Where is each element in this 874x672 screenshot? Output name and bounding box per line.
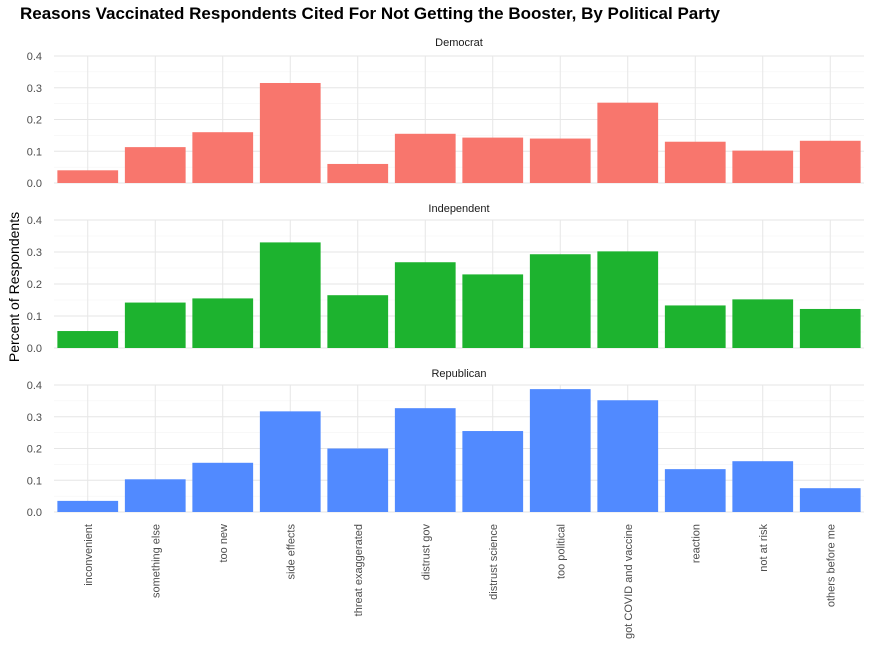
bar-independent-3	[192, 298, 254, 348]
bar-democrat-9	[597, 102, 659, 183]
bar-republican-4	[259, 411, 321, 512]
bar-independent-9	[597, 251, 659, 348]
y-axis-label: Percent of Respondents	[6, 212, 22, 362]
bar-democrat-12	[799, 140, 861, 183]
bar-democrat-6	[394, 133, 456, 183]
bar-democrat-8	[529, 138, 591, 183]
bar-democrat-2	[124, 147, 186, 183]
facet-label-independent: Independent	[428, 203, 489, 215]
bar-republican-2	[124, 479, 186, 512]
chart-title: Reasons Vaccinated Respondents Cited For…	[20, 4, 720, 23]
bar-democrat-7	[462, 137, 524, 183]
bar-democrat-3	[192, 132, 254, 183]
x-tick-label: distrust science	[488, 524, 500, 600]
x-tick-label: reaction	[690, 524, 702, 563]
bar-republican-11	[732, 461, 794, 512]
bar-independent-12	[799, 308, 861, 348]
bar-democrat-1	[57, 170, 119, 183]
y-tick-label: 0.3	[27, 83, 42, 95]
x-tick-label: threat exaggerated	[353, 524, 365, 616]
bar-republican-1	[57, 500, 119, 512]
bar-independent-7	[462, 274, 524, 348]
x-tick-label: inconvenient	[83, 524, 95, 586]
bar-independent-10	[664, 305, 726, 348]
bar-democrat-10	[664, 141, 726, 183]
y-tick-label: 0.0	[27, 343, 42, 355]
bar-democrat-11	[732, 150, 794, 183]
panel-democrat: 0.0 0.1 0.2 0.3 0.4 Democrat	[27, 37, 864, 190]
x-tick-label: distrust gov	[420, 524, 432, 581]
bar-republican-12	[799, 488, 861, 512]
x-tick-label: others before me	[825, 524, 837, 607]
x-tick-label: side effects	[285, 524, 297, 580]
y-tick-label: 0.2	[27, 279, 42, 291]
bar-independent-5	[327, 295, 389, 348]
facet-label-republican: Republican	[431, 368, 486, 380]
y-tick-label: 0.1	[27, 475, 42, 487]
bar-independent-1	[57, 331, 119, 348]
bar-independent-4	[259, 242, 321, 348]
y-tick-label: 0.2	[27, 115, 42, 127]
bar-republican-10	[664, 469, 726, 512]
y-tick-label: 0.4	[27, 380, 42, 392]
bar-democrat-4	[259, 82, 321, 183]
y-tick-label: 0.1	[27, 311, 42, 323]
bar-independent-6	[394, 262, 456, 348]
x-tick-label: something else	[150, 524, 162, 598]
x-tick-label: too new	[218, 524, 230, 563]
y-tick-label: 0.0	[27, 507, 42, 519]
bar-republican-7	[462, 431, 524, 512]
bar-republican-5	[327, 448, 389, 512]
y-tick-label: 0.1	[27, 146, 42, 158]
y-tick-label: 0.2	[27, 444, 42, 456]
bar-independent-2	[124, 302, 186, 348]
y-tick-label: 0.4	[27, 215, 42, 227]
bar-democrat-5	[327, 163, 389, 183]
bar-republican-8	[529, 389, 591, 512]
y-tick-label: 0.3	[27, 412, 42, 424]
panel-republican: 0.0 0.1 0.2 0.3 0.4 Republican	[27, 368, 864, 519]
bar-republican-6	[394, 408, 456, 512]
facet-label-democrat: Democrat	[435, 37, 483, 49]
y-tick-label: 0.4	[27, 51, 42, 63]
x-tick-label: too political	[555, 524, 567, 579]
x-tick-label: not at risk	[758, 524, 770, 572]
panel-independent: 0.0 0.1 0.2 0.3 0.4 Independent	[27, 203, 864, 355]
bar-republican-9	[597, 400, 659, 512]
bar-independent-11	[732, 299, 794, 348]
y-tick-label: 0.0	[27, 178, 42, 190]
bar-independent-8	[529, 254, 591, 348]
x-tick-label: got COVID and vaccine	[623, 524, 635, 639]
bar-republican-3	[192, 462, 254, 512]
y-tick-label: 0.3	[27, 247, 42, 259]
